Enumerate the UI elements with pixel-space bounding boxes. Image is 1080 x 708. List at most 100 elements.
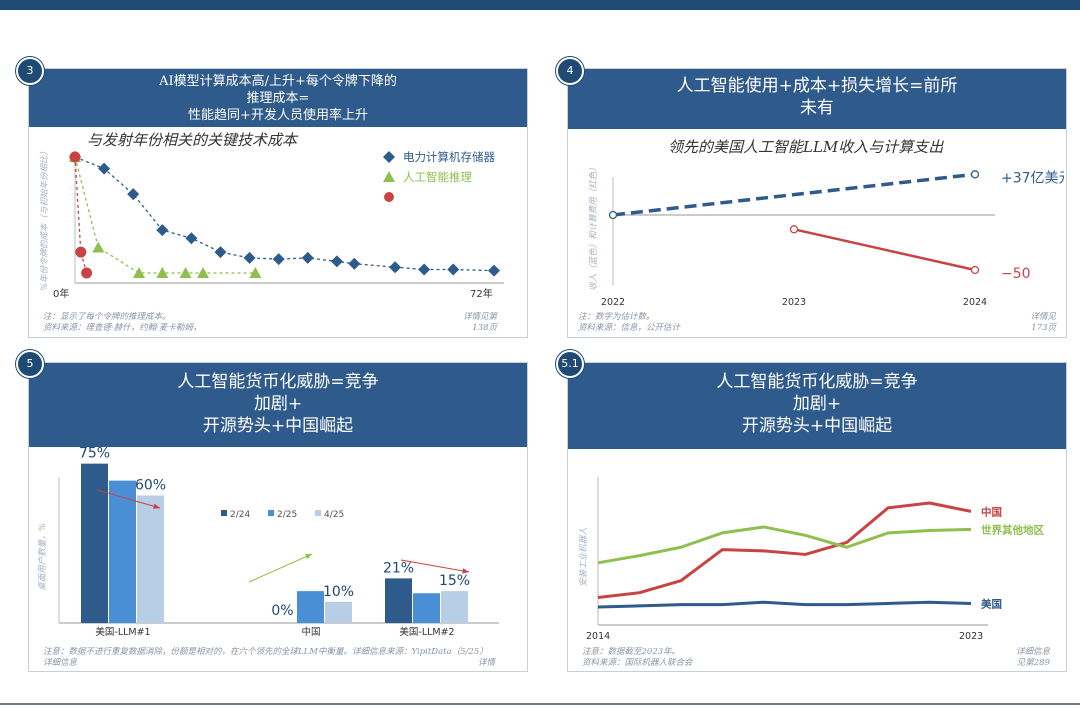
panel-3-title-line: 推理成本= [246,91,310,106]
series-label: 世界其他地区 [981,523,1044,536]
panel-5-1-title-line: 加剧+ [792,394,842,414]
data-point [272,253,285,266]
data-label: 75% [79,447,110,462]
series-line [74,156,88,274]
legend-label: 2/24 [230,510,250,520]
bar [441,591,468,623]
series-line [597,525,972,565]
data-point [214,246,227,259]
ref-line: 173页 [1031,323,1056,333]
panel-3-title-line: AI模型计算成本高/上升+每个令牌下降的 [159,74,397,89]
trend-arrow [96,489,161,509]
data-label: 0% [271,603,293,619]
bar [137,495,164,623]
series-end-label: −50 [1001,266,1031,282]
data-point [301,251,314,264]
data-point [789,225,799,234]
legend-marker [315,510,321,516]
panel-5-note: 注意：数据不进行重复数据消除，份额是相对的，在六个领先的全球LLM中衡量。详细信… [43,647,488,669]
x-tick-label: 2023 [782,297,806,308]
series-line [74,156,495,272]
data-point [418,263,431,276]
series-end-label: +37亿美元 [1001,170,1064,186]
panel-4: 人工智能使用+成本+损失增长=前所 未有 领先的美国人工智能LLM收入与计算支出… [567,68,1067,338]
y-axis-label: 桌面用户数量，% [37,523,48,591]
panel-3: AI模型计算成本高/上升+每个令牌下降的 推理成本= 性能趋同+开发人员使用率上… [28,68,528,338]
panel-5-1: 人工智能货币化威胁=竞争 加剧+ 开源势头+中国崛起 2014 2023 安装工业机… [567,362,1067,672]
panel-5-title-line: 加剧+ [253,394,303,414]
x-tick-label: 2022 [601,297,625,308]
panel-4-title-line: 未有 [800,98,834,118]
data-point [249,267,262,278]
legend-marker [384,192,394,202]
data-label: 10% [323,584,354,600]
legend-marker [268,510,274,516]
ref-line: 详情见第 [462,312,497,322]
panel-4-ref: 详情见 173页 [1030,312,1056,334]
panel-5-header: 人工智能货币化威胁=竞争 加剧+ 开源势头+中国崛起 [29,363,527,447]
y-axis-label: 安装工业机器人 [578,527,589,587]
data-point [179,267,192,278]
data-point [970,170,980,179]
data-point [92,241,105,253]
data-point [970,265,980,275]
chart-4: 2022 2023 2024 收入（蓝色）和计算费用（红色） +37亿美元 −50 [588,163,1064,308]
series-label: 美国 [981,597,1002,610]
bar [297,591,324,623]
panel-5-title-line: 人工智能货币化威胁=竞争 [177,372,379,392]
note-line: 注意：数据截至2023年。 [582,647,681,657]
panel-4-header: 人工智能使用+成本+损失增长=前所 未有 [568,69,1066,129]
data-point [243,251,256,264]
panel-3-badge: 3 [16,57,44,85]
note-line: 注意：数据不进行重复数据消除，份额是相对的，在六个领先的全球LLM中衡量。详细信… [43,647,488,657]
data-point [133,267,146,278]
data-point [127,188,140,201]
data-point [197,267,210,278]
data-point [389,261,402,274]
panel-5-badge: 5 [16,350,44,378]
panel-3-note: 注：显示了每个令牌的推理成本。 资料来源：理查德·赫什，约翰·麦卡勒姆， [43,312,201,334]
trend-arrow-head [305,554,312,560]
note-line: 资料来源：国际机器人联合会 [582,658,693,668]
panel-5-1-title-line: 开源势头+中国崛起 [741,416,893,436]
panel-3-title-line: 性能趋同+开发人员使用率上升 [188,108,368,123]
panel-5-1-header: 人工智能货币化威胁=竞争 加剧+ 开源势头+中国崛起 [568,363,1066,449]
panel-5-title-line: 开源势头+中国崛起 [202,416,354,436]
data-label: 60% [135,478,166,494]
trend-arrow-head [462,568,469,574]
series-label: 中国 [981,505,1002,518]
legend-marker [383,151,395,163]
panel-5-1-note: 注意：数据截至2023年。 资料来源：国际机器人联合会 [582,647,693,669]
x-tick-label: 中国 [301,626,320,638]
x-tick-label: 72年 [470,287,493,300]
note-line: 资料来源：理查德·赫什，约翰·麦卡勒姆， [43,323,202,333]
panel-4-note: 注：数字为估计数。 资料来源：信息，公开估计 [578,312,680,334]
panel-4-title-line: 人工智能使用+成本+损失增长=前所 [676,76,958,96]
trend-arrow-head [153,503,160,509]
panel-5-ref: 详情 [478,658,495,669]
ref-line: 详细信息 [1015,647,1050,657]
data-point [69,151,81,163]
legend-label: 2/25 [277,510,297,520]
chart-4-title: 领先的美国人工智能LLM收入与计算支出 [668,138,944,156]
trend-arrow [400,559,470,573]
data-point [488,264,500,277]
top-banner [0,0,1080,10]
x-tick-label: 2023 [959,631,983,642]
legend-marker [221,510,227,516]
bar [325,601,352,623]
series-line [597,501,972,599]
ref-line: 详情见 [1030,312,1056,322]
bar [385,578,412,623]
x-tick-label: 0年 [53,287,69,300]
chart-5: 桌面用户数量，% 美国-LLM#1 中国 美国-LLM#2 75% 60% 0% 10% 21%… [37,447,499,638]
ref-line: 138页 [472,323,497,333]
data-point [156,224,169,237]
data-point [447,263,460,276]
note-line: 详细信息 [43,658,78,668]
data-point [156,267,169,278]
panel-3-ref: 详情见第 138页 [463,312,497,334]
data-label: 15% [439,573,470,589]
